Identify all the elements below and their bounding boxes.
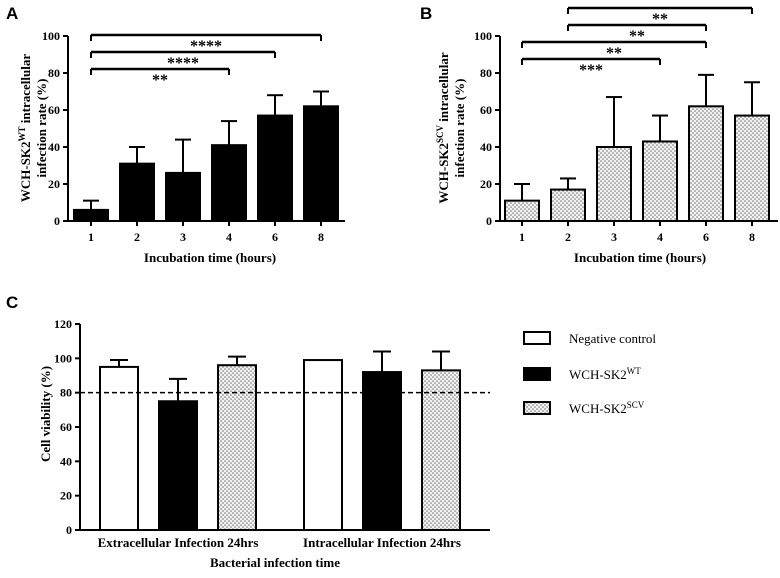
panel-c-bar xyxy=(158,400,198,531)
panel-a-bar xyxy=(165,171,201,222)
panel-b-y-tick-label: 20 xyxy=(480,177,492,191)
panel-a-bar xyxy=(119,162,155,222)
panel-b-letter: B xyxy=(420,4,432,23)
panel-b-y-tick-label: 0 xyxy=(486,214,492,228)
panel-a-x-tick-label: 2 xyxy=(134,230,140,244)
panel-c-bars xyxy=(80,350,490,532)
legend-label-wt: WCH-SK2WT xyxy=(569,366,641,382)
panel-c-x-axis-label: Bacterial infection time xyxy=(210,555,340,570)
panel-c-y-tick-label: 100 xyxy=(54,351,72,365)
panel-b-bar xyxy=(734,114,770,222)
panel-a-y-tick-label: 60 xyxy=(48,103,60,117)
panel-b-x-tick-label: 8 xyxy=(749,230,755,244)
panel-c-bar xyxy=(421,369,461,531)
panel-a-bar xyxy=(257,114,293,222)
legend-label-negative-control: Negative control xyxy=(569,331,656,346)
panel-a-y-tick-label: 0 xyxy=(54,214,60,228)
panel-b-bar xyxy=(504,199,540,222)
panel-a-x-tick-label: 1 xyxy=(88,230,94,244)
panel-c-y-axis-label: Cell viability (%) xyxy=(38,366,53,462)
panel-a-bar xyxy=(211,144,247,222)
panel-b-x-tick-label: 3 xyxy=(611,230,617,244)
panel-b-x-axis-label: Incubation time (hours) xyxy=(574,250,706,265)
panel-b-ylabel-main: WCH-SK2 xyxy=(436,143,451,204)
panel-b-x-tick-label: 2 xyxy=(565,230,571,244)
panel-b-ylabel-sup: SCV xyxy=(435,124,445,143)
panel-c-letter: C xyxy=(6,293,18,312)
panel-a-x-tick-label: 4 xyxy=(226,230,232,244)
panel-b-axes: 0 20 40 60 80 100 1 2 3 4 6 8 xyxy=(474,29,778,244)
panel-b-ylabel-line2: infection rate (%) xyxy=(452,79,467,178)
panel-b-significance-label: *** xyxy=(579,62,603,79)
panel-c-y-tick-label: 0 xyxy=(66,523,72,537)
panel-a-x-tick-label: 3 xyxy=(180,230,186,244)
legend-swatch-wt xyxy=(523,367,551,381)
chart-panel-b: 0 20 40 60 80 100 1 2 3 4 6 8 ********* Incubation … xyxy=(435,6,778,265)
panel-a-y-tick-label: 100 xyxy=(42,29,60,43)
panel-b-bars xyxy=(504,73,770,223)
panel-b-bar xyxy=(550,188,586,223)
panel-b-bar xyxy=(642,140,678,222)
panel-c-bar xyxy=(99,365,139,531)
chart-panel-c: 0 20 40 60 80 100 120 Bacterial infection time… xyxy=(38,317,656,570)
panel-c-y-tick-label: 80 xyxy=(60,386,72,400)
panel-a-y-axis-label: WCH-SK2WT intracellular xyxy=(17,54,33,202)
panel-c-y-tick-label: 120 xyxy=(54,317,72,331)
panel-c-bar xyxy=(217,364,257,532)
panel-b-x-tick-label: 1 xyxy=(519,230,525,244)
panel-a-bar xyxy=(303,105,339,222)
legend-label-wt-sup: WT xyxy=(627,366,641,376)
panel-a-bar xyxy=(73,208,109,222)
panel-c-y-tick-label: 40 xyxy=(60,454,72,468)
panel-a-x-axis-label: Incubation time (hours) xyxy=(144,250,276,265)
panel-b-significance: ********* xyxy=(521,6,753,79)
panel-a-x-tick-label: 6 xyxy=(272,230,278,244)
panel-b-y-tick-label: 80 xyxy=(480,66,492,80)
panel-c-bar xyxy=(362,371,402,532)
legend-swatch-scv xyxy=(523,401,551,415)
panel-a-y-tick-label: 80 xyxy=(48,66,60,80)
panel-c-y-tick-label: 60 xyxy=(60,420,72,434)
panel-a-significance-label: ** xyxy=(152,72,168,89)
panel-a-ylabel-sup: WT xyxy=(17,126,27,141)
panel-b-y-axis-label: WCH-SK2SCV intracellular xyxy=(435,52,451,203)
panel-a-y-tick-label: 20 xyxy=(48,177,60,191)
panel-b-bar xyxy=(596,146,632,222)
panel-a-ylabel-main: WCH-SK2 xyxy=(18,141,33,202)
panel-a-letter: A xyxy=(6,4,18,23)
legend-label-scv-sup: SCV xyxy=(627,400,645,410)
panel-c-y-tick-label: 20 xyxy=(60,489,72,503)
legend-label-scv-main: WCH-SK2 xyxy=(569,401,627,416)
panel-a-ylabel-rest: intracellular xyxy=(18,54,33,127)
panel-a-significance: ********** xyxy=(90,33,322,89)
legend-label-scv: WCH-SK2SCV xyxy=(569,400,645,416)
panel-c-group-label-extracellular: Extracellular Infection 24hrs xyxy=(98,535,259,550)
panel-b-x-tick-label: 4 xyxy=(657,230,663,244)
chart-panel-a: 0 20 40 60 80 100 1 2 3 4 6 8 ********** Incubation… xyxy=(17,29,345,265)
panel-b-y-tick-label: 60 xyxy=(480,103,492,117)
panel-a-x-tick-label: 8 xyxy=(318,230,324,244)
panel-a-y-tick-label: 40 xyxy=(48,140,60,154)
panel-c-group-label-intracellular: Intracellular Infection 24hrs xyxy=(303,535,461,550)
panel-b-y-tick-label: 40 xyxy=(480,140,492,154)
panel-b-y-tick-label: 100 xyxy=(474,29,492,43)
panel-b-x-tick-label: 6 xyxy=(703,230,709,244)
panel-c-legend: Negative control WCH-SK2WT WCH-SK2SCV xyxy=(523,331,656,416)
panel-b-ylabel-rest: intracellular xyxy=(436,52,451,125)
legend-swatch-negative-control xyxy=(523,331,551,345)
panel-b-bar xyxy=(688,105,724,222)
panel-a-bars xyxy=(73,90,339,222)
panel-a-axes: 0 20 40 60 80 100 1 2 3 4 6 8 xyxy=(42,29,345,244)
panel-c-bar xyxy=(303,359,343,531)
panel-a-ylabel-line2: infection rate (%) xyxy=(34,79,49,178)
legend-label-wt-main: WCH-SK2 xyxy=(569,367,627,382)
